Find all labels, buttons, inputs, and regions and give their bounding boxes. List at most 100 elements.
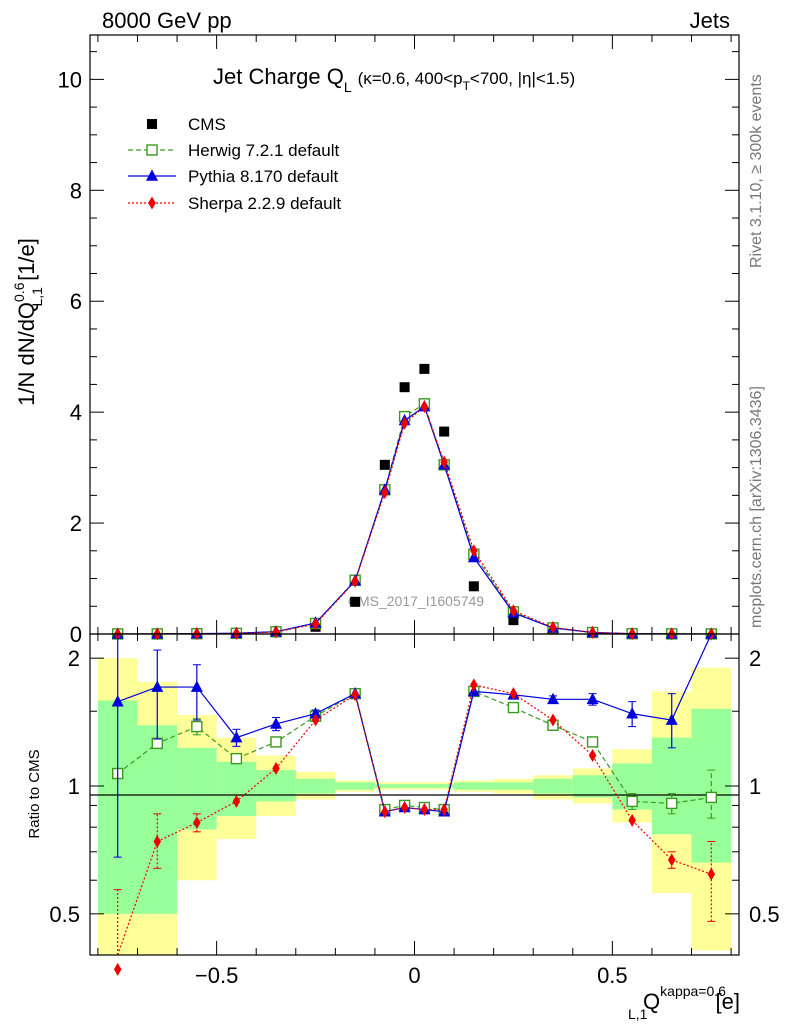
marker-diamond — [667, 853, 676, 867]
marker-open-square — [270, 736, 282, 748]
marker-diamond — [351, 688, 359, 702]
marker-triangle — [111, 695, 124, 707]
marker-diamond — [440, 455, 448, 469]
marker-diamond — [153, 835, 162, 849]
ratio-line — [117, 690, 712, 811]
legend-label: CMS — [188, 115, 226, 134]
marker-diamond — [509, 687, 518, 701]
category-label: Jets — [689, 8, 730, 33]
y-tick-label: 6 — [70, 289, 82, 314]
marker-open-square — [230, 752, 243, 765]
marker-diamond — [400, 416, 409, 430]
marker-square — [350, 596, 361, 607]
uncertainty-band-inner — [572, 775, 613, 798]
x-tick-label: −0.5 — [195, 963, 238, 988]
uncertainty-band-inner — [454, 782, 494, 790]
marker-diamond — [440, 803, 448, 817]
marker-square — [379, 459, 390, 470]
marker-square — [399, 382, 410, 393]
marker-diamond — [148, 196, 156, 210]
marker-square — [419, 363, 430, 374]
ratio-y-tick-label-right: 2 — [749, 646, 761, 671]
y-tick-label: 8 — [70, 178, 82, 203]
marker-open-square — [666, 797, 678, 810]
legend-label: Sherpa 2.2.9 default — [188, 194, 341, 213]
marker-diamond — [232, 794, 241, 808]
marker-open-square — [146, 144, 158, 156]
ratio-line — [117, 684, 712, 956]
x-axis-label: Qkappa=0.6 L,1 [e] — [628, 983, 740, 1022]
marker-diamond — [311, 713, 320, 727]
uncertainty-band-inner — [256, 770, 296, 802]
y-tick-label: 0 — [70, 622, 82, 647]
marker-diamond — [381, 805, 389, 819]
marker-triangle — [309, 707, 322, 719]
marker-open-square — [626, 795, 638, 808]
main-y-axis-label: 1/N dN/dQ0.6 L,1 [1/e] — [11, 238, 45, 406]
marker-diamond — [113, 962, 122, 976]
energy-label: 8000 GeV pp — [102, 8, 232, 33]
marker-triangle — [190, 680, 203, 692]
marker-triangle — [151, 680, 164, 692]
y-tick-label: 10 — [58, 67, 82, 92]
marker-triangle — [230, 731, 243, 743]
uncertainty-band-inner — [493, 782, 534, 790]
marker-triangle — [665, 713, 678, 725]
ratio-plot-frame — [89, 633, 740, 956]
legend: CMS Herwig 7.2.1 default Pythia 8.170 defa… — [128, 115, 341, 213]
legend-entry: Sherpa 2.2.9 default — [128, 194, 341, 213]
marker-open-square — [151, 737, 163, 750]
main-panel: 0 2 4 6 8 10 CMS_2017_I1605749 Jet Charge QL(… — [11, 34, 740, 647]
marker-diamond — [549, 620, 557, 634]
chart-title: Jet Charge QL (κ=0.6, 400<pT<700, |η|<1.5… — [213, 64, 575, 95]
marker-diamond — [420, 803, 429, 817]
ratio-y-tick-label: 2 — [68, 646, 80, 671]
uncertainty-band-inner — [177, 747, 217, 830]
ratio-y-axis-label: Ratio to CMS — [26, 749, 43, 838]
watermark: CMS_2017_I1605749 — [348, 593, 484, 609]
uncertainty-band-inner — [335, 782, 375, 790]
ratio-y-tick-label-right: 1 — [749, 774, 761, 799]
legend-entry: CMS — [147, 115, 226, 134]
marker-diamond — [311, 617, 320, 631]
marker-triangle — [547, 692, 560, 705]
marker-square — [147, 119, 157, 129]
uncertainty-band-inner — [414, 784, 435, 788]
legend-label: Pythia 8.170 default — [188, 167, 339, 186]
legend-entry: Pythia 8.170 default — [128, 167, 339, 186]
marker-diamond — [272, 761, 280, 775]
marker-square — [468, 581, 479, 592]
marker-square — [508, 615, 519, 626]
ratio-uncertainty-bands — [97, 658, 732, 955]
uncertainty-band-inner — [533, 778, 573, 794]
marker-triangle — [586, 692, 599, 705]
ratio-axis-ticks: 0.5 0.5 1 1 2 2 −0.5 0 0.5 — [49, 634, 780, 988]
uncertainty-band-inner — [434, 784, 455, 788]
marker-open-square — [705, 791, 717, 804]
ratio-series-2 — [113, 678, 716, 976]
marker-diamond — [628, 813, 636, 827]
marker-triangle — [626, 707, 639, 719]
marker-triangle — [269, 717, 282, 729]
main-axis-ticks: 0 2 4 6 8 10 — [58, 35, 739, 647]
marker-diamond — [509, 604, 518, 618]
marker-diamond — [549, 713, 557, 727]
legend-label: Herwig 7.2.1 default — [188, 141, 339, 160]
marker-open-square — [191, 720, 203, 733]
marker-diamond — [420, 400, 429, 414]
ratio-series — [111, 633, 717, 976]
marker-diamond — [588, 748, 597, 762]
marker-triangle — [146, 169, 158, 181]
uncertainty-band-inner — [651, 737, 692, 835]
x-tick-label: 0.5 — [597, 963, 628, 988]
marker-diamond — [381, 486, 389, 500]
marker-diamond — [400, 800, 409, 814]
y-tick-label: 4 — [70, 400, 82, 425]
y-tick-label: 2 — [70, 511, 82, 536]
marker-open-square — [586, 736, 599, 748]
marker-open-square — [507, 701, 520, 714]
legend-entry: Herwig 7.2.1 default — [128, 141, 339, 160]
marker-diamond — [707, 867, 716, 881]
marker-diamond — [470, 544, 478, 558]
